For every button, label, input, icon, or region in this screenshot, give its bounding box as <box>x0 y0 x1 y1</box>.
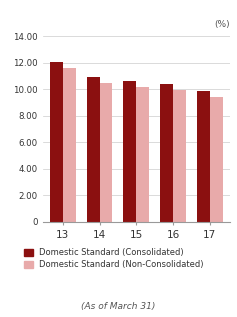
Bar <box>173 90 186 222</box>
Bar <box>136 87 149 222</box>
Bar <box>87 77 100 222</box>
Bar <box>197 91 210 222</box>
Text: (As of March 31): (As of March 31) <box>81 302 156 311</box>
Bar <box>123 81 136 222</box>
Text: Capital Adequacy Ratio: Capital Adequacy Ratio <box>37 9 200 22</box>
Bar <box>63 68 76 222</box>
Text: (%): (%) <box>214 20 230 29</box>
Legend: Domestic Standard (Consolidated), Domestic Standard (Non-Consolidated): Domestic Standard (Consolidated), Domest… <box>24 248 204 269</box>
Bar <box>160 84 173 222</box>
Bar <box>100 83 112 222</box>
Bar <box>50 61 63 222</box>
Bar <box>210 97 223 222</box>
